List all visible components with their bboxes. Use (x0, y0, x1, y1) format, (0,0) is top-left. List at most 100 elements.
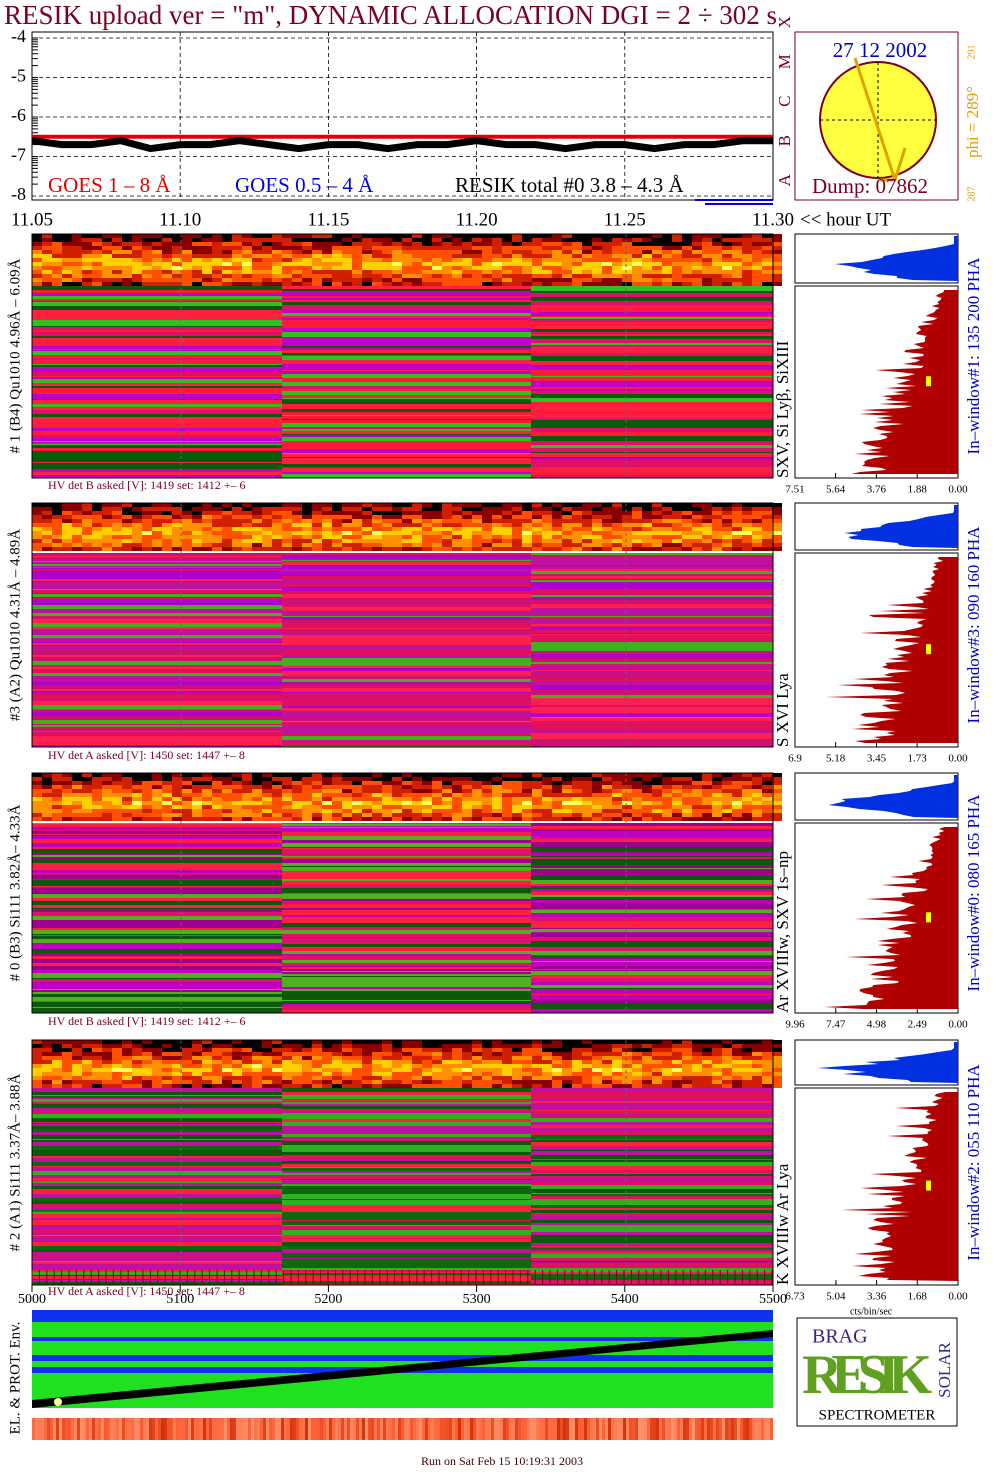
heat-cell (382, 543, 392, 547)
heat-cell (142, 1056, 152, 1060)
heat-cell (642, 511, 652, 515)
heat-cell (512, 515, 522, 519)
heat-cell (272, 781, 282, 785)
heat-cell (502, 519, 512, 523)
heat-cell (552, 266, 562, 270)
stripe (32, 1001, 282, 1002)
heat-cell (462, 507, 472, 511)
heat-cell (492, 535, 502, 539)
heat-cell (742, 242, 752, 246)
heat-cell (472, 785, 482, 789)
stripe (32, 925, 282, 928)
heat-cell (102, 1044, 112, 1048)
heat-cell (152, 266, 162, 270)
heat-cell (752, 531, 762, 535)
heat-cell (122, 1076, 132, 1080)
stripe (531, 909, 773, 910)
heat-cell (132, 238, 142, 242)
heat-cell (182, 282, 192, 286)
heat-cell (382, 507, 392, 511)
heat-cell (562, 1064, 572, 1068)
heat-cell (322, 258, 332, 262)
heat-cell (472, 817, 482, 821)
heat-cell (292, 282, 302, 286)
stripe (531, 624, 773, 626)
color-strip (233, 1418, 236, 1440)
heat-cell (202, 262, 212, 266)
heat-cell (472, 1072, 482, 1076)
stripe (531, 370, 773, 374)
heat-cell (772, 1052, 782, 1056)
heat-cell (112, 797, 122, 801)
heat-cell (332, 238, 342, 242)
heat-cell (62, 789, 72, 793)
heat-cell (462, 254, 472, 258)
stripe (282, 1122, 531, 1126)
heat-cell (412, 1068, 422, 1072)
stripe (32, 327, 282, 330)
heat-cell (662, 519, 672, 523)
heat-cell (62, 250, 72, 254)
heat-cell (312, 531, 322, 535)
heat-cell (112, 254, 122, 258)
heat-cell (442, 270, 452, 274)
heat-cell (702, 238, 712, 242)
stripe (531, 391, 773, 393)
heat-cell (542, 817, 552, 821)
heat-cell (302, 519, 312, 523)
heat-cell (612, 785, 622, 789)
heat-cell (292, 511, 302, 515)
heat-cell (762, 527, 772, 531)
heat-cell (672, 773, 682, 777)
color-strip (125, 1418, 128, 1440)
heat-cell (102, 535, 112, 539)
heat-cell (312, 797, 322, 801)
stripe (282, 1180, 531, 1184)
heat-cell (492, 282, 502, 286)
heat-cell (92, 535, 102, 539)
heat-cell (132, 278, 142, 282)
heat-cell (152, 535, 162, 539)
heat-cell (222, 793, 232, 797)
heat-cell (662, 250, 672, 254)
heat-cell (342, 1076, 352, 1080)
heat-cell (352, 539, 362, 543)
color-strip (179, 1418, 182, 1440)
stripe (531, 689, 773, 690)
heat-cell (112, 282, 122, 286)
heat-cell (272, 250, 282, 254)
heat-cell (82, 539, 92, 543)
heat-cell (222, 511, 232, 515)
stripe (32, 928, 282, 930)
heat-cell (212, 797, 222, 801)
heat-cell (222, 797, 232, 801)
y-tick-label: -6 (11, 105, 26, 125)
stripe (282, 1275, 531, 1276)
heat-cell (442, 797, 452, 801)
heat-cell (642, 797, 652, 801)
heat-cell (592, 246, 602, 250)
heat-cell (712, 515, 722, 519)
heat-cell (372, 539, 382, 543)
heat-cell (672, 797, 682, 801)
heat-cell (32, 242, 42, 246)
heat-cell (172, 1064, 182, 1068)
stripe (32, 575, 282, 579)
heat-cell (172, 242, 182, 246)
heat-cell (722, 511, 732, 515)
inset-phi: phi = 289° (963, 86, 982, 158)
heat-cell (112, 781, 122, 785)
heat-cell (762, 531, 772, 535)
heat-cell (132, 797, 142, 801)
heat-cell (682, 1052, 692, 1056)
heat-cell (562, 777, 572, 781)
heat-cell (672, 789, 682, 793)
heat-cell (342, 1084, 352, 1088)
stripe (282, 927, 531, 930)
arrow (853, 57, 907, 182)
heat-cell (312, 270, 322, 274)
heat-cell (352, 262, 362, 266)
heat-cell (162, 254, 172, 258)
stripe (282, 1004, 531, 1006)
heat-cell (352, 274, 362, 278)
